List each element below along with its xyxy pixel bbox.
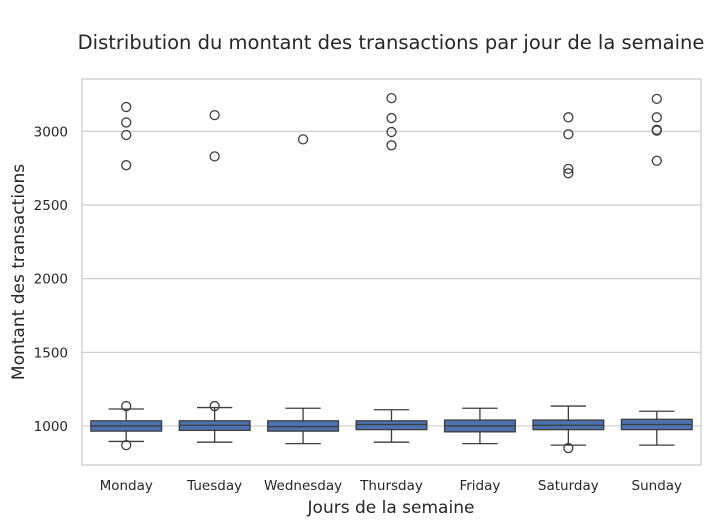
y-tick-label: 1000 [34, 419, 68, 435]
outlier-point [563, 163, 574, 175]
outlier-point [121, 129, 132, 141]
y-tick-labels: 1000 1500 2000 2500 3000 [34, 124, 68, 435]
x-tick-label: Wednesday [264, 478, 342, 494]
outlier-point [651, 93, 662, 105]
box-thursday [355, 93, 428, 443]
outlier-point [563, 442, 574, 454]
x-tick-label: Thursday [359, 478, 423, 494]
box-iqr [267, 420, 340, 432]
x-tick-label: Sunday [632, 478, 683, 494]
outlier-point [563, 112, 574, 123]
boxes [90, 93, 693, 454]
plot-frame [81, 78, 702, 466]
outlier-point [651, 155, 662, 166]
box-tuesday [178, 109, 251, 443]
outlier-point [297, 134, 309, 145]
x-tick-label: Tuesday [186, 478, 242, 494]
outlier-point [386, 140, 397, 151]
outlier-point [121, 117, 132, 128]
outlier-point [121, 160, 132, 171]
box-sunday [620, 93, 693, 446]
x-tick-label: Saturday [538, 478, 599, 494]
outlier-point [563, 129, 574, 140]
outlier-point [386, 126, 397, 138]
outlier-point [386, 93, 397, 104]
outlier-point [209, 400, 220, 412]
y-tick-label: 3000 [34, 124, 68, 140]
y-axis-label: Montant des transactions [9, 164, 29, 380]
x-axis-label: Jours de la semaine [307, 498, 475, 518]
box-friday [443, 407, 516, 445]
y-tick-label: 1500 [34, 345, 68, 361]
x-tick-label: Monday [100, 478, 153, 494]
x-tick-labels: Monday Tuesday Wednesday Thursday Friday Satu… [100, 478, 682, 494]
outlier-point [121, 101, 132, 113]
outlier-point [386, 112, 397, 124]
chart-title: Distribution du montant des transactions… [78, 31, 705, 54]
outlier-point [563, 168, 574, 179]
gridlines [82, 130, 701, 427]
outlier-point [121, 439, 132, 451]
y-tick-label: 2000 [34, 272, 68, 288]
outlier-point [651, 124, 662, 135]
box-saturday [532, 112, 605, 454]
x-tick-label: Friday [459, 478, 500, 494]
box-wednesday [267, 134, 340, 445]
y-tick-label: 2500 [34, 198, 68, 214]
outlier-point [651, 112, 662, 123]
box-iqr [355, 420, 428, 431]
outlier-point [121, 400, 132, 412]
box-monday [90, 101, 163, 451]
outlier-point [209, 109, 220, 121]
outlier-point [209, 151, 220, 162]
